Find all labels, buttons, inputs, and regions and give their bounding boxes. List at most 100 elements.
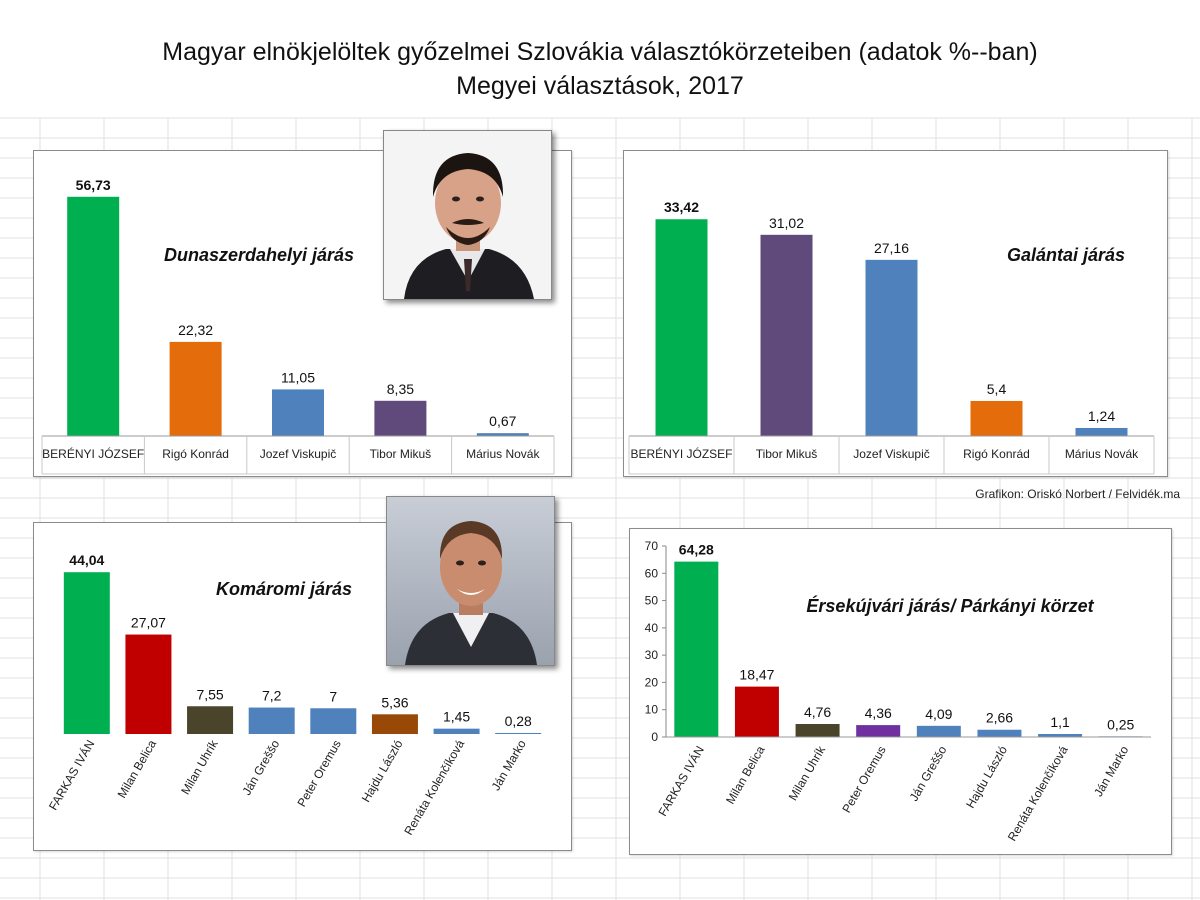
y-tick-label: 40 [645,621,659,635]
bar [1075,427,1128,436]
x-tick-label: Hajdu László [963,743,1010,810]
bar-value-label: 31,02 [769,215,804,231]
bar-value-label: 7 [329,688,337,704]
bar [970,400,1023,436]
chart-galantai: 33,42 31,02 27,16 5,4 1,24 BERÉNYI JÓZSEF Tibo… [628,199,1155,475]
x-tick-label: Tibor Mikuš [756,447,818,461]
bar-value-label: 1,24 [1088,408,1115,424]
bar [67,196,120,436]
panel-title: Érsekújvári járás/ Párkányi körzet [806,595,1094,616]
chart-subtitle: Megyei választások, 2017 [456,72,744,100]
bar-value-label: 56,73 [76,177,111,193]
bar-value-label: 11,05 [281,369,315,385]
y-tick-label: 10 [645,703,659,717]
portrait-photo-berenyi [383,130,552,300]
x-tick-label: Ján Marko [489,737,529,793]
bar-value-label: 22,32 [178,322,213,338]
y-tick-label: 0 [651,730,658,744]
bar [187,706,234,734]
bar-value-label: 0,28 [505,713,532,729]
bar [374,400,427,436]
x-tick-label: Márius Novák [1065,447,1139,461]
bar-value-label: 0,67 [489,413,516,429]
x-tick-label: BERÉNYI JÓZSEF [42,446,144,461]
x-tick-label: Milan Uhrík [786,743,829,803]
chart-ersekujvari: 0 10 20 30 40 50 60 70 64,28 18,47 4,76 4,36 4,09 2,6… [645,539,1151,844]
bar-value-label: 0,25 [1107,716,1134,732]
bar [795,724,840,737]
bar [674,561,719,737]
x-tick-label: Renáta Kolenčíková [401,737,467,837]
panel-galantai: 33,42 31,02 27,16 5,4 1,24 BERÉNYI JÓZSEF Tibo… [623,150,1168,477]
bar-value-label: 1,1 [1050,714,1070,730]
bar [371,714,418,734]
panel-ersekujvari: 0 10 20 30 40 50 60 70 64,28 18,47 4,76 4,36 4,09 2,6… [629,528,1172,855]
y-tick-label: 70 [645,539,659,553]
bar-value-label: 7,2 [262,688,282,704]
bar-value-label: 8,35 [387,381,414,397]
bar [433,728,480,734]
chart-komaromi: 44,04 27,07 7,55 7,2 7 5,36 1,45 0,28 FARKAS IVÁ… [45,552,542,838]
x-tick-label: Márius Novák [466,447,540,461]
x-tick-label: Ján Greššo [907,743,950,803]
x-tick-label: Milan Belica [115,737,160,800]
bar [272,389,324,436]
x-tick-label: Ján Greššo [239,737,282,797]
x-tick-label: Hajdu László [359,737,406,804]
x-tick-label: Rigó Konrád [963,447,1030,461]
bar [63,572,110,734]
portrait-photo-farkas [386,496,555,666]
x-tick-label: Peter Oremus [839,744,888,816]
bar [655,219,708,436]
x-tick-label: Jozef Viskupič [853,447,929,461]
chart-credit: Grafikon: Oriskó Norbert / Felvidék.ma [975,487,1180,501]
y-tick-label: 20 [645,675,659,689]
bar [916,725,961,737]
x-tick-label: FARKAS IVÁN [655,743,707,819]
bar-value-label: 44,04 [69,552,104,568]
bar [977,729,1022,737]
bar [169,341,222,436]
bar-value-label: 27,07 [131,615,166,631]
bar [734,686,779,737]
bar-value-label: 1,45 [443,709,470,725]
bar-value-label: 4,09 [925,706,952,722]
bar-value-label: 27,16 [874,240,909,256]
bar-value-label: 33,42 [664,199,699,215]
y-tick-label: 60 [645,566,659,580]
x-tick-label: Renáta Kolenčíková [1005,743,1071,843]
y-tick-label: 50 [645,594,659,608]
bar-value-label: 5,4 [987,381,1007,397]
bar [1038,733,1083,737]
x-tick-label: Milan Uhrík [178,737,221,797]
bar [856,725,901,737]
bar [248,707,295,734]
chart-title: Magyar elnökjelöltek győzelmei Szlovákia… [162,38,1038,66]
bar [125,634,172,734]
bar [495,732,542,734]
bar-value-label: 7,55 [196,686,223,702]
bar-value-label: 5,36 [381,694,408,710]
bar [476,433,529,436]
x-tick-label: BERÉNYI JÓZSEF [630,446,732,461]
chart-dunaszerdahelyi: 56,73 22,32 11,05 8,35 0,67 BERÉNYI JÓZSEF Rig… [41,177,555,475]
bar [310,708,357,734]
bar [865,259,918,436]
bar [760,234,813,436]
x-tick-label: Jozef Viskupič [260,447,336,461]
x-tick-label: Peter Oremus [294,738,343,810]
x-tick-label: Tibor Mikuš [370,447,432,461]
panel-title: Komáromi járás [216,579,352,599]
bar-value-label: 64,28 [679,542,714,558]
bar-value-label: 2,66 [986,710,1013,726]
x-tick-label: Ján Marko [1091,743,1131,799]
x-tick-label: Milan Belica [723,743,768,806]
bar-value-label: 4,76 [804,704,831,720]
bar-value-label: 4,36 [865,705,892,721]
bar-value-label: 18,47 [739,667,774,683]
panel-title: Dunaszerdahelyi járás [164,245,354,265]
x-tick-label: Rigó Konrád [162,447,229,461]
x-tick-label: FARKAS IVÁN [45,737,97,813]
y-tick-label: 30 [645,648,659,662]
panel-title: Galántai járás [1007,245,1125,265]
